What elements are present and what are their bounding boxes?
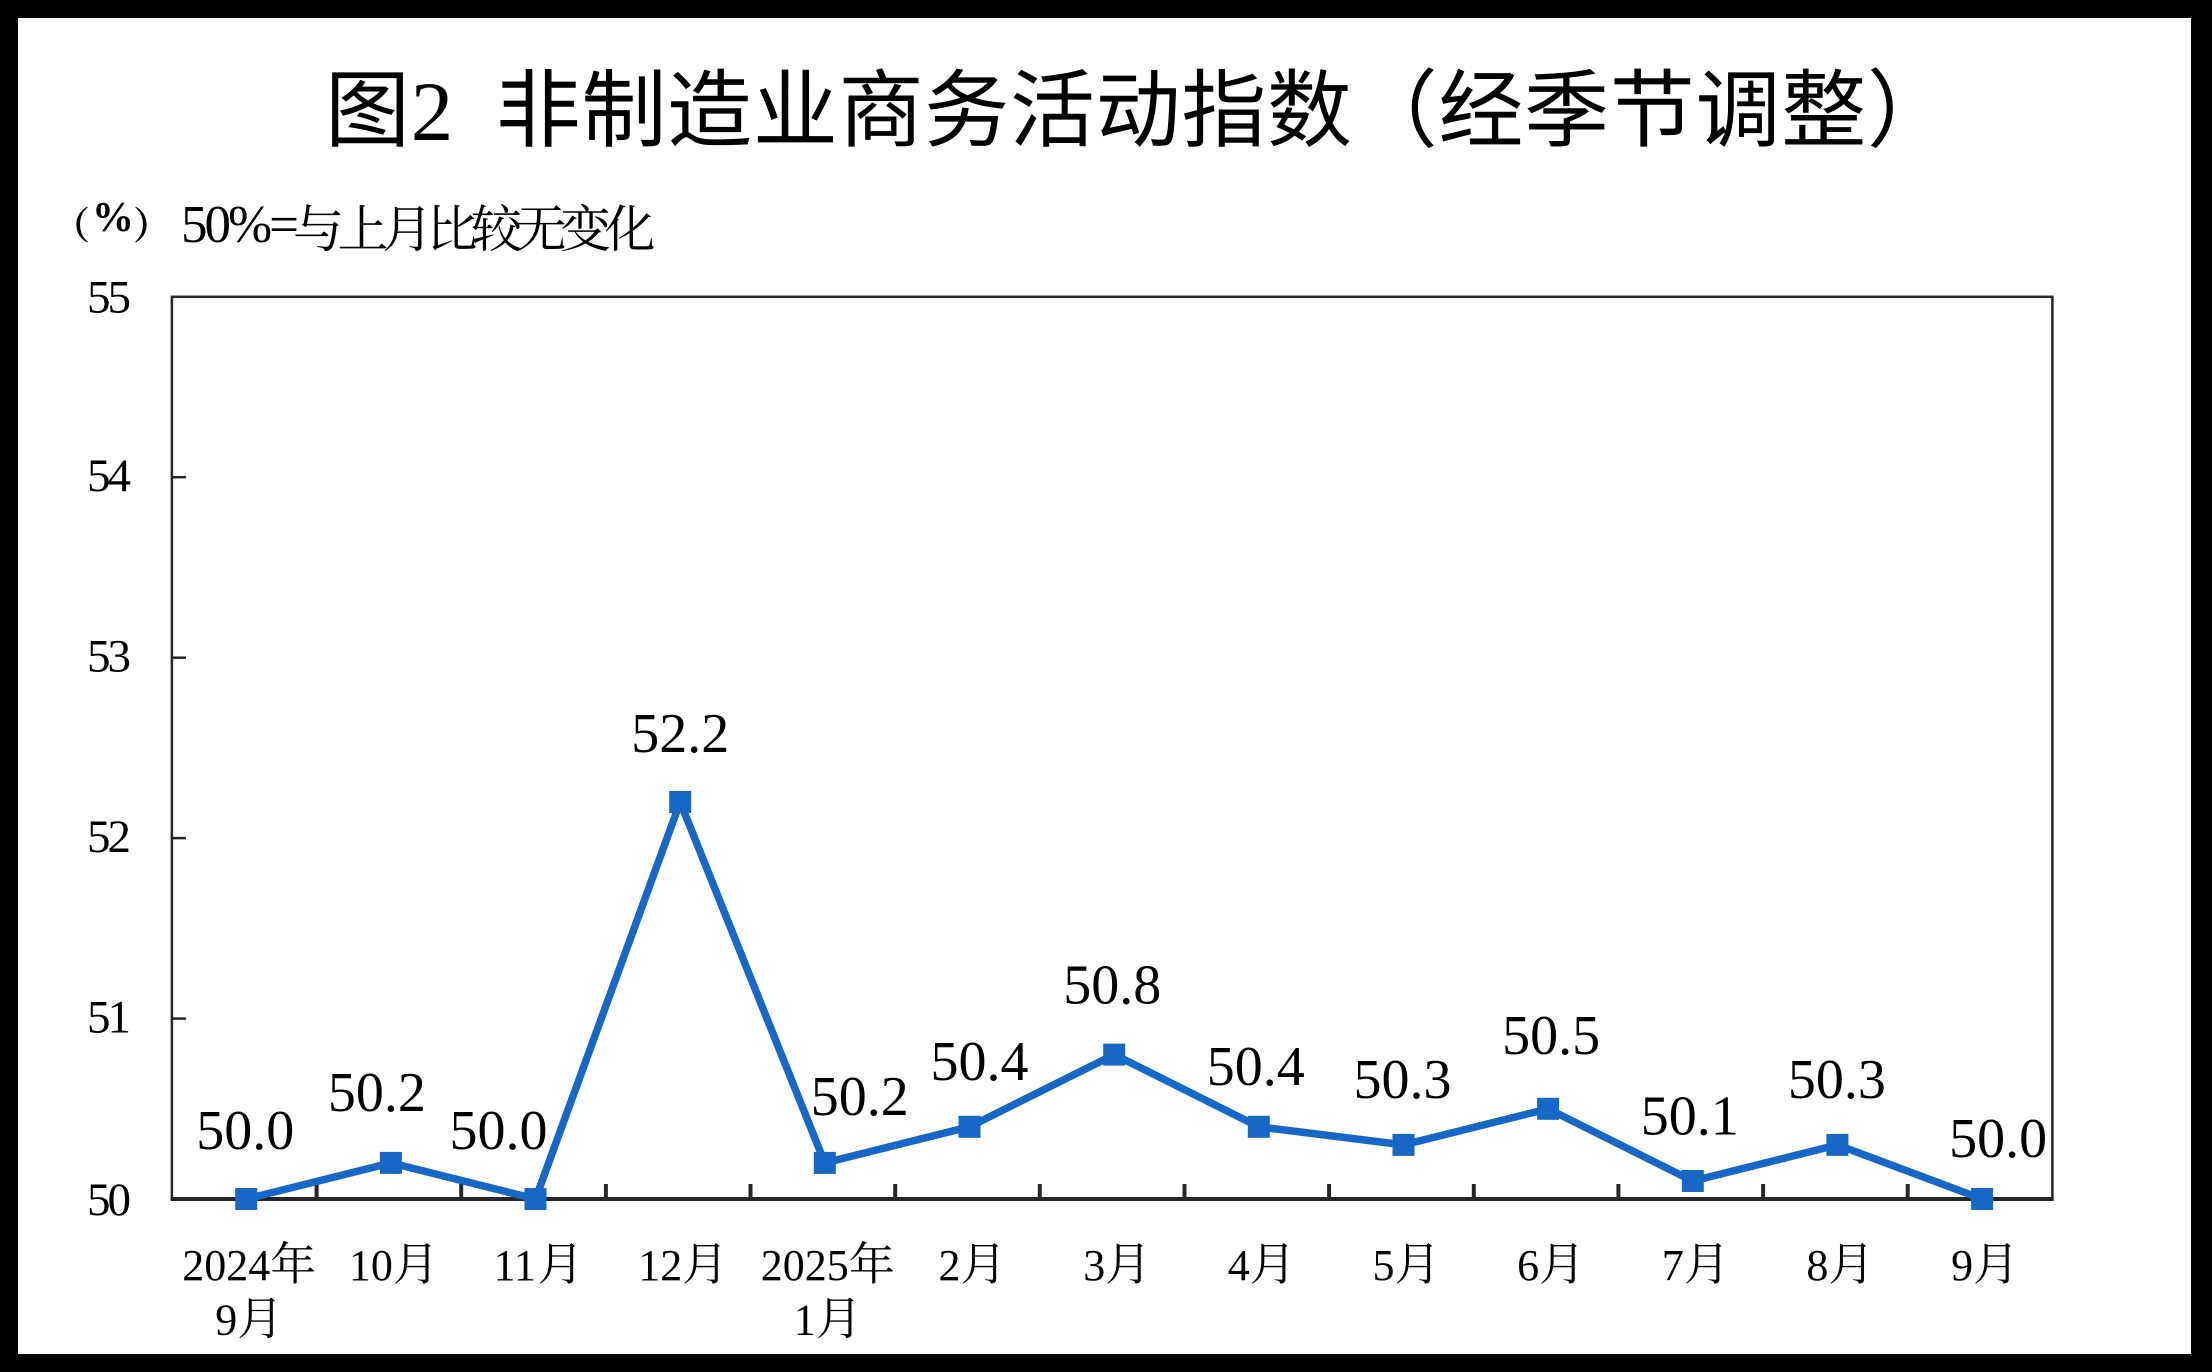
svg-text:6: 6 [1517, 1241, 1539, 1290]
svg-text:50.0: 50.0 [196, 1100, 294, 1162]
svg-text:3: 3 [1083, 1241, 1105, 1290]
svg-text:5: 5 [1373, 1241, 1395, 1290]
svg-text:53: 53 [87, 631, 130, 683]
svg-text:7: 7 [1662, 1241, 1684, 1290]
svg-text:50.2: 50.2 [328, 1062, 426, 1124]
svg-text:%: % [92, 195, 134, 241]
svg-text:50.3: 50.3 [1354, 1049, 1452, 1111]
svg-text:51: 51 [87, 991, 129, 1043]
svg-text:50.1: 50.1 [1641, 1086, 1739, 1148]
svg-text:1: 1 [794, 1296, 816, 1345]
svg-text:10: 10 [349, 1241, 393, 1290]
svg-text:52.2: 52.2 [631, 703, 729, 765]
svg-text:55: 55 [87, 272, 130, 324]
svg-text:50.0: 50.0 [1949, 1108, 2047, 1170]
svg-text:50.0: 50.0 [450, 1100, 548, 1162]
svg-text:2025: 2025 [761, 1241, 849, 1290]
svg-text:50.4: 50.4 [931, 1031, 1029, 1093]
svg-text:50.3: 50.3 [1788, 1049, 1886, 1111]
svg-text:8: 8 [1806, 1241, 1828, 1290]
svg-text:50.5: 50.5 [1502, 1005, 1600, 1067]
svg-text:50.4: 50.4 [1207, 1036, 1305, 1098]
svg-text:11: 11 [494, 1241, 536, 1290]
svg-text:9: 9 [215, 1296, 237, 1345]
svg-text:54: 54 [87, 450, 131, 502]
svg-text:9: 9 [1951, 1241, 1973, 1290]
svg-text:50%=: 50%= [181, 196, 297, 254]
svg-text:12: 12 [638, 1241, 682, 1290]
svg-text:2: 2 [411, 65, 454, 159]
svg-text:2: 2 [939, 1241, 961, 1290]
svg-text:4: 4 [1228, 1241, 1250, 1290]
svg-text:50.8: 50.8 [1063, 955, 1161, 1017]
svg-text:50: 50 [87, 1174, 130, 1226]
svg-text:52: 52 [87, 811, 129, 863]
svg-text:2024: 2024 [182, 1241, 270, 1290]
svg-text:50.2: 50.2 [811, 1066, 909, 1128]
